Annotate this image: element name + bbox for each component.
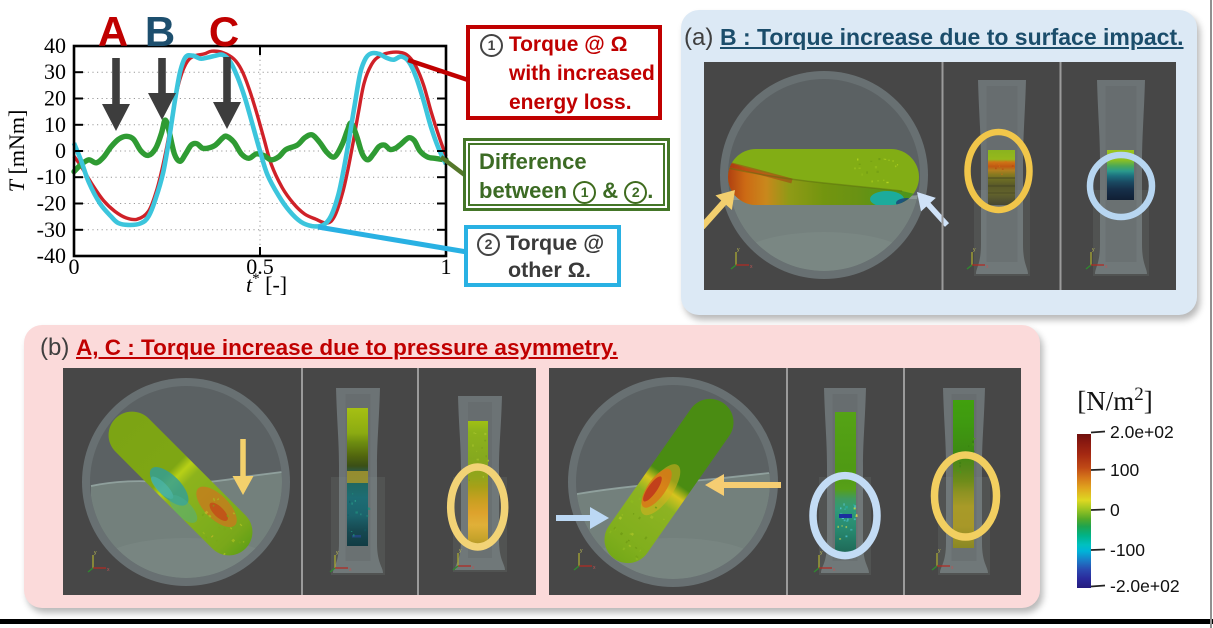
svg-text:y: y: [94, 550, 97, 556]
svg-text:2.0e+02: 2.0e+02: [1110, 422, 1174, 442]
svg-text:40: 40: [44, 33, 66, 58]
svg-text:B: B: [145, 8, 175, 55]
svg-text:y: y: [938, 548, 941, 554]
svg-text:0: 0: [69, 254, 80, 279]
svg-text:A: A: [98, 8, 128, 55]
svg-text:x: x: [593, 565, 596, 571]
svg-text:x: x: [750, 264, 753, 270]
svg-text:y: y: [459, 548, 462, 554]
svg-text:y: y: [336, 550, 339, 556]
svg-text:C: C: [209, 8, 239, 55]
svg-text:y: y: [820, 550, 823, 556]
svg-text:[N/m2]: [N/m2]: [1077, 384, 1153, 416]
svg-text:x: x: [1105, 264, 1108, 270]
svg-text:1: 1: [441, 254, 452, 279]
svg-text:0: 0: [1110, 500, 1120, 520]
svg-text:-100: -100: [1110, 540, 1145, 560]
svg-text:T [mNm]: T [mNm]: [4, 110, 29, 193]
svg-text:-20: -20: [37, 191, 66, 216]
svg-text:x: x: [833, 567, 836, 573]
svg-text:x: x: [986, 264, 989, 270]
svg-text:x: x: [951, 565, 954, 571]
svg-text:20: 20: [44, 86, 66, 111]
svg-text:-30: -30: [37, 217, 66, 242]
svg-text:y: y: [737, 247, 740, 253]
svg-text:y: y: [580, 548, 583, 554]
svg-text:y: y: [973, 247, 976, 253]
svg-text:30: 30: [44, 59, 66, 84]
svg-text:0: 0: [55, 138, 66, 163]
svg-text:x: x: [107, 567, 110, 573]
svg-text:100: 100: [1110, 460, 1139, 480]
svg-text:-10: -10: [37, 164, 66, 189]
svg-text:x: x: [349, 567, 352, 573]
svg-text:t* [-]: t* [-]: [246, 271, 287, 297]
svg-text:0.5: 0.5: [246, 254, 274, 279]
svg-text:-40: -40: [37, 243, 66, 268]
svg-text:-2.0e+02: -2.0e+02: [1110, 576, 1180, 596]
svg-text:y: y: [1092, 247, 1095, 253]
svg-text:10: 10: [44, 112, 66, 137]
svg-text:x: x: [472, 565, 475, 571]
